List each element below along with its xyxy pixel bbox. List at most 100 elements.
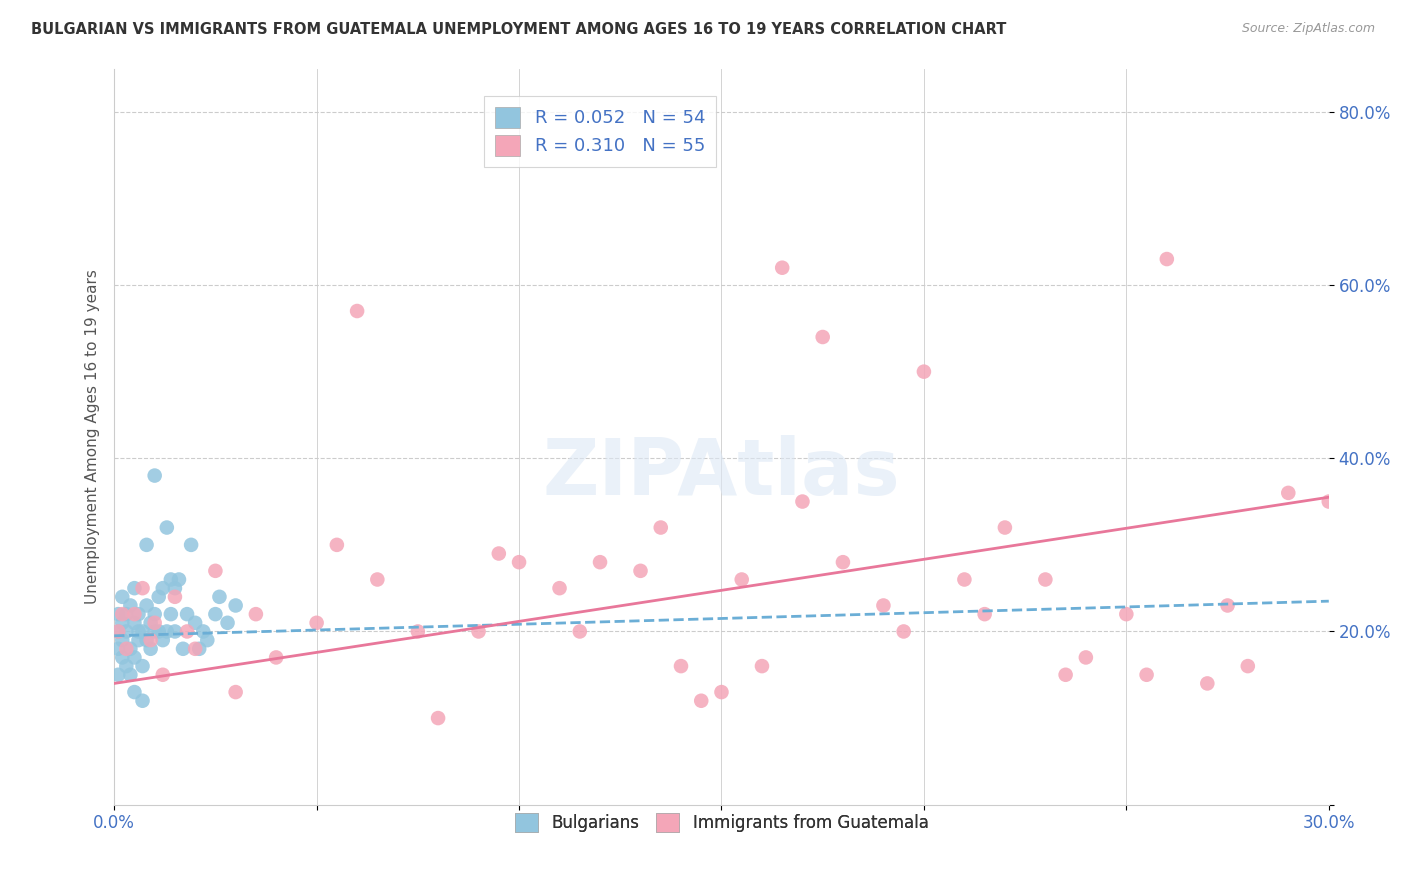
Point (184, 641, 207, 656)
Y-axis label: Unemployment Among Ages 16 to 19 years: Unemployment Among Ages 16 to 19 years (86, 269, 100, 604)
Point (589, 555, 612, 569)
Point (160, 607, 183, 622)
Point (264, 650, 287, 665)
Point (127, 607, 149, 622)
Point (143, 615, 166, 630)
Point (326, 538, 349, 552)
Point (994, 520, 1017, 534)
Point (245, 607, 267, 622)
Point (135, 538, 157, 552)
Point (1236, 659, 1258, 673)
Point (508, 555, 530, 569)
Point (710, 685, 733, 699)
Point (690, 694, 713, 708)
Point (488, 547, 510, 561)
Point (139, 633, 162, 648)
Point (107, 667, 129, 681)
Point (163, 590, 186, 604)
Point (143, 624, 166, 639)
Point (135, 599, 157, 613)
Point (143, 607, 166, 622)
Point (160, 573, 183, 587)
Point (111, 590, 134, 604)
Point (111, 633, 134, 648)
Legend: Bulgarians, Immigrants from Guatemala: Bulgarians, Immigrants from Guatemala (506, 805, 936, 840)
Point (751, 659, 773, 673)
Point (107, 624, 129, 639)
Point (1035, 573, 1057, 587)
Point (225, 685, 247, 699)
Point (131, 694, 153, 708)
Point (120, 641, 142, 656)
Point (135, 633, 157, 648)
Point (208, 590, 231, 604)
Point (811, 330, 834, 344)
Point (163, 581, 186, 595)
Point (131, 581, 153, 595)
Point (548, 581, 571, 595)
Point (1135, 667, 1157, 681)
Point (115, 624, 138, 639)
Point (107, 607, 129, 622)
Point (111, 650, 134, 665)
Point (792, 494, 814, 508)
Point (305, 615, 328, 630)
Point (163, 624, 186, 639)
Point (1054, 667, 1077, 681)
Point (139, 615, 162, 630)
Point (120, 599, 142, 613)
Point (1216, 599, 1239, 613)
Point (630, 564, 652, 578)
Point (195, 633, 218, 648)
Point (366, 573, 388, 587)
Point (111, 607, 134, 622)
Point (143, 468, 166, 483)
Point (973, 607, 995, 622)
Point (770, 260, 793, 275)
Point (124, 581, 146, 595)
Point (148, 590, 170, 604)
Point (1277, 486, 1299, 500)
Point (152, 633, 174, 648)
Point (124, 607, 146, 622)
Point (131, 624, 153, 639)
Point (120, 667, 142, 681)
Point (111, 615, 134, 630)
Point (872, 599, 894, 613)
Point (568, 624, 591, 639)
Point (193, 624, 215, 639)
Point (167, 573, 190, 587)
Point (225, 599, 247, 613)
Point (107, 641, 129, 656)
Point (1197, 676, 1219, 690)
Point (650, 520, 672, 534)
Point (1317, 494, 1340, 508)
Point (124, 650, 146, 665)
Point (893, 624, 915, 639)
Point (127, 633, 149, 648)
Point (1074, 650, 1097, 665)
Point (406, 624, 429, 639)
Point (217, 615, 239, 630)
Point (184, 615, 207, 630)
Point (152, 667, 174, 681)
Point (124, 615, 146, 630)
Point (115, 607, 138, 622)
Point (124, 685, 146, 699)
Point (156, 520, 179, 534)
Point (731, 573, 754, 587)
Text: Source: ZipAtlas.com: Source: ZipAtlas.com (1241, 22, 1375, 36)
Point (1156, 252, 1178, 266)
Point (176, 607, 198, 622)
Point (953, 573, 976, 587)
Point (180, 538, 202, 552)
Point (188, 641, 211, 656)
Point (148, 624, 170, 639)
Point (467, 624, 489, 639)
Point (204, 607, 226, 622)
Point (832, 555, 855, 569)
Point (427, 711, 450, 725)
Point (346, 304, 368, 318)
Point (912, 365, 935, 379)
Point (172, 641, 194, 656)
